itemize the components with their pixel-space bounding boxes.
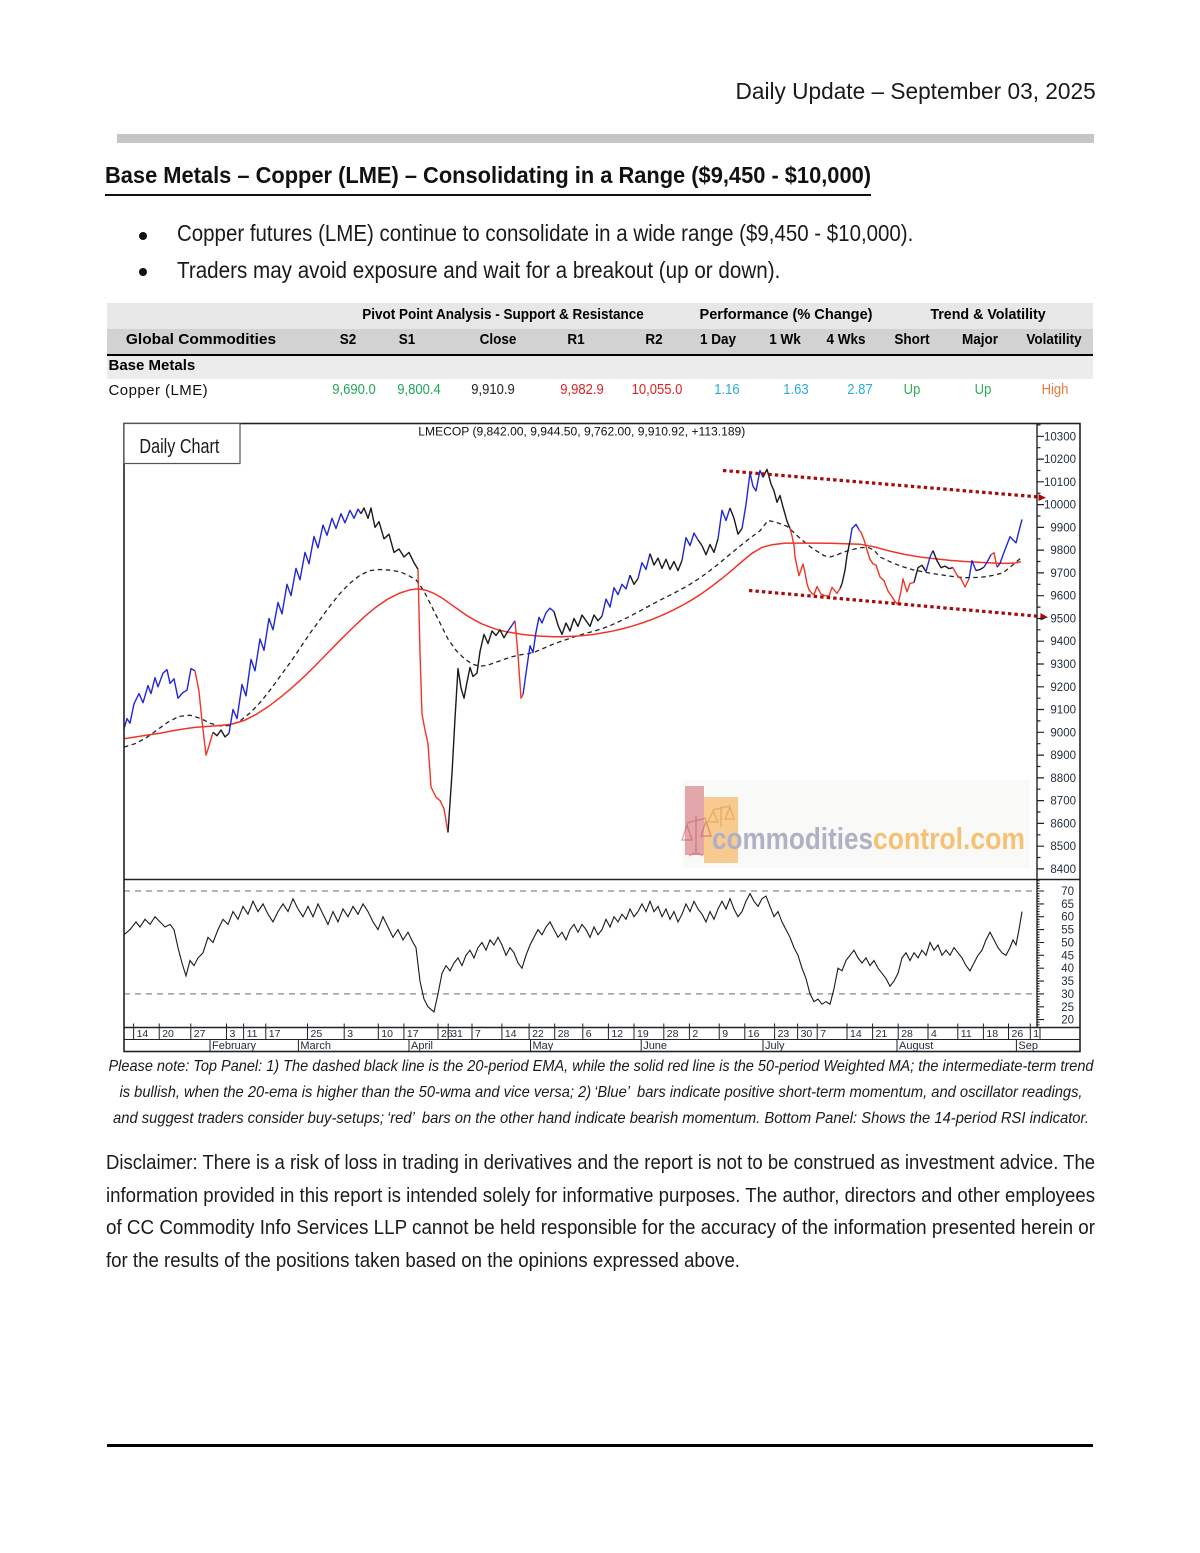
svg-text:45: 45: [1061, 950, 1074, 962]
svg-text:11: 11: [247, 1028, 258, 1040]
svg-text:14: 14: [850, 1028, 862, 1040]
svg-text:16: 16: [748, 1028, 760, 1040]
svg-text:30: 30: [801, 1028, 813, 1040]
svg-text:21: 21: [876, 1028, 888, 1040]
svg-text:25: 25: [1061, 1002, 1074, 1014]
svg-text:55: 55: [1061, 925, 1074, 937]
svg-text:10000: 10000: [1044, 500, 1076, 512]
svg-text:25: 25: [311, 1028, 323, 1040]
svg-text:27: 27: [194, 1028, 206, 1040]
svg-text:1: 1: [1033, 1028, 1039, 1040]
svg-text:10300: 10300: [1044, 431, 1076, 443]
svg-text:22: 22: [532, 1028, 544, 1040]
svg-text:7: 7: [820, 1028, 826, 1040]
svg-text:control.com: control.com: [873, 821, 1025, 856]
svg-text:9200: 9200: [1050, 682, 1076, 694]
svg-text:14: 14: [137, 1028, 149, 1040]
svg-text:9600: 9600: [1050, 591, 1076, 603]
svg-text:70: 70: [1061, 886, 1074, 898]
svg-text:65: 65: [1061, 899, 1074, 911]
svg-text:9400: 9400: [1050, 636, 1076, 648]
svg-text:9: 9: [722, 1028, 728, 1040]
svg-text:9500: 9500: [1050, 614, 1076, 626]
svg-text:Sep: Sep: [1018, 1040, 1038, 1052]
svg-text:Daily Chart: Daily Chart: [139, 435, 219, 458]
svg-text:11: 11: [961, 1028, 972, 1040]
svg-text:28: 28: [667, 1028, 679, 1040]
svg-text:12: 12: [611, 1028, 623, 1040]
svg-text:3: 3: [230, 1028, 236, 1040]
svg-text:26: 26: [441, 1028, 453, 1040]
svg-text:20: 20: [1061, 1015, 1074, 1027]
svg-text:June: June: [643, 1040, 667, 1052]
svg-text:60: 60: [1061, 912, 1074, 924]
svg-text:8600: 8600: [1050, 818, 1076, 830]
svg-text:commodities: commodities: [712, 821, 873, 856]
svg-text:14: 14: [505, 1028, 517, 1040]
svg-text:19: 19: [637, 1028, 649, 1040]
svg-text:10200: 10200: [1044, 454, 1076, 466]
svg-text:3: 3: [347, 1028, 353, 1040]
svg-text:8400: 8400: [1050, 864, 1076, 876]
svg-text:9000: 9000: [1050, 727, 1076, 739]
svg-text:40: 40: [1061, 963, 1074, 975]
svg-text:April: April: [411, 1040, 433, 1052]
svg-text:18: 18: [986, 1028, 998, 1040]
svg-text:10100: 10100: [1044, 477, 1076, 489]
svg-text:9800: 9800: [1050, 545, 1076, 557]
svg-text:30: 30: [1061, 989, 1074, 1001]
svg-text:28: 28: [901, 1028, 913, 1040]
svg-text:8500: 8500: [1050, 841, 1076, 853]
svg-text:8700: 8700: [1050, 796, 1076, 808]
svg-text:26: 26: [1012, 1028, 1024, 1040]
svg-text:6: 6: [586, 1028, 592, 1040]
svg-text:May: May: [533, 1040, 554, 1052]
svg-text:9900: 9900: [1050, 522, 1076, 534]
svg-text:7: 7: [475, 1028, 481, 1040]
svg-text:10: 10: [381, 1028, 393, 1040]
svg-text:2: 2: [692, 1028, 698, 1040]
svg-text:35: 35: [1061, 976, 1074, 988]
svg-text:February: February: [212, 1040, 257, 1052]
svg-text:31: 31: [451, 1028, 463, 1040]
svg-text:50: 50: [1061, 938, 1074, 950]
svg-text:20: 20: [162, 1028, 174, 1040]
svg-text:4: 4: [931, 1028, 937, 1040]
svg-text:8800: 8800: [1050, 773, 1076, 785]
svg-text:LMECOP (9,842.00, 9,944.50, 9,: LMECOP (9,842.00, 9,944.50, 9,762.00, 9,…: [418, 427, 745, 439]
svg-text:9700: 9700: [1050, 568, 1076, 580]
svg-text:28: 28: [558, 1028, 570, 1040]
svg-text:8900: 8900: [1050, 750, 1076, 762]
svg-text:17: 17: [269, 1028, 281, 1040]
svg-text:July: July: [765, 1040, 785, 1052]
svg-text:August: August: [899, 1040, 933, 1052]
svg-text:March: March: [300, 1040, 331, 1052]
svg-text:17: 17: [407, 1028, 419, 1040]
svg-text:9100: 9100: [1050, 705, 1076, 717]
svg-text:9300: 9300: [1050, 659, 1076, 671]
svg-text:23: 23: [778, 1028, 790, 1040]
